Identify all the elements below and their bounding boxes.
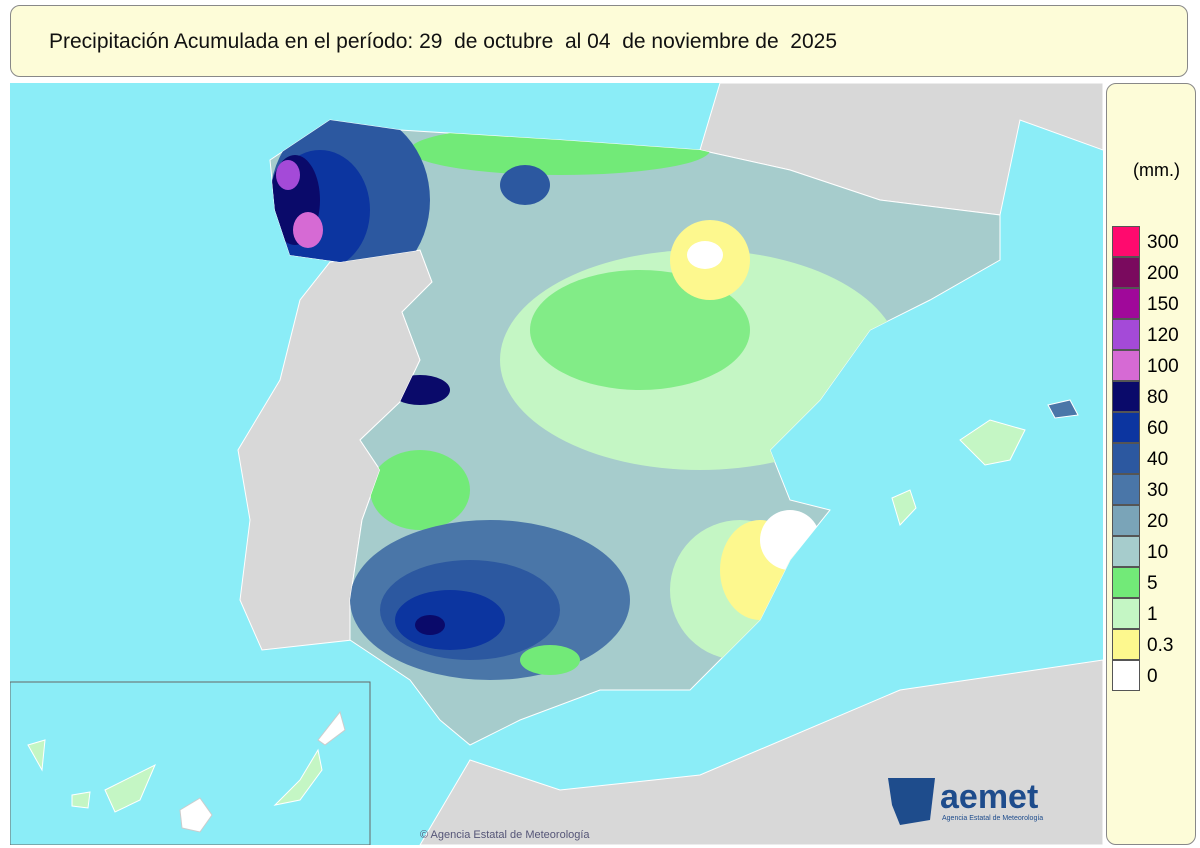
legend-swatch xyxy=(1112,412,1140,443)
legend-unit: (mm.) xyxy=(1133,160,1180,180)
title: Precipitación Acumulada en el período: 2… xyxy=(49,30,838,53)
title-box: Precipitación Acumulada en el período: 2… xyxy=(10,5,1188,77)
legend-swatch xyxy=(1112,350,1140,381)
legend-swatch xyxy=(1112,288,1140,319)
legend-label: 20 xyxy=(1147,511,1169,532)
logo-subtitle: Agencia Estatal de Meteorología xyxy=(942,815,1043,822)
legend-label: 150 xyxy=(1147,294,1179,315)
legend-label: 300 xyxy=(1147,232,1179,253)
legend-swatch xyxy=(1112,505,1140,536)
legend-label: 0.3 xyxy=(1147,635,1174,656)
legend-label: 100 xyxy=(1147,356,1179,377)
legend-label: 5 xyxy=(1147,573,1158,594)
legend-label: 0 xyxy=(1147,666,1158,687)
legend-swatch xyxy=(1112,536,1140,567)
legend-label: 40 xyxy=(1147,449,1169,470)
legend-label: 10 xyxy=(1147,542,1169,563)
legend-swatch xyxy=(1112,319,1140,350)
logo-name: aemet xyxy=(940,778,1038,816)
legend-label: 60 xyxy=(1147,418,1169,439)
legend-label: 1 xyxy=(1147,604,1158,625)
legend-swatch xyxy=(1112,257,1140,288)
legend-label: 120 xyxy=(1147,325,1179,346)
legend-swatch xyxy=(1112,660,1140,691)
map: © Agencia Estatal de Meteorología aemet … xyxy=(10,83,1103,845)
legend-swatch xyxy=(1112,443,1140,474)
copyright: © Agencia Estatal de Meteorología xyxy=(420,829,590,841)
legend-swatch xyxy=(1112,598,1140,629)
legend-swatch xyxy=(1112,629,1140,660)
legend-label: 80 xyxy=(1147,387,1169,408)
legend-label: 200 xyxy=(1147,263,1179,284)
logo: aemet Agencia Estatal de Meteorología xyxy=(888,778,1043,825)
legend-swatch xyxy=(1112,567,1140,598)
legend-swatch xyxy=(1112,226,1140,257)
legend-swatch xyxy=(1112,474,1140,505)
legend-swatch xyxy=(1112,381,1140,412)
legend: (mm.) 300 200 150 120 100 80 60 40 30 20 10 5 1 0.3 0 xyxy=(1106,83,1196,845)
legend-label: 30 xyxy=(1147,480,1169,501)
